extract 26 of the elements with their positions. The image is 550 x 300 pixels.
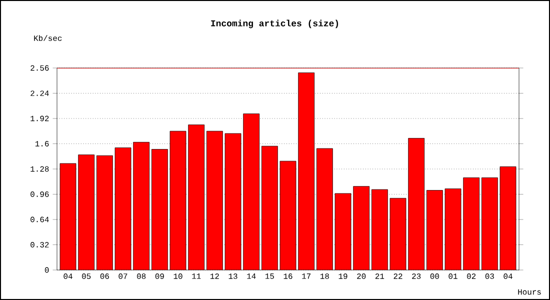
bar xyxy=(206,130,223,270)
bar xyxy=(78,154,94,270)
bar xyxy=(133,142,150,270)
bar xyxy=(188,124,205,270)
bar xyxy=(371,189,388,270)
bar xyxy=(481,177,498,270)
bar xyxy=(114,147,132,270)
bar xyxy=(224,133,242,270)
bar xyxy=(408,138,425,270)
bar xyxy=(60,163,76,270)
chart-title: Incoming articles (size) xyxy=(211,20,338,28)
bar xyxy=(334,193,352,270)
bar xyxy=(444,188,462,270)
bar xyxy=(463,177,480,270)
bar xyxy=(316,148,333,270)
bar xyxy=(298,72,315,270)
bar xyxy=(390,198,406,270)
bar xyxy=(426,190,443,270)
bar xyxy=(280,160,296,270)
bar xyxy=(353,186,370,270)
bar xyxy=(96,155,113,270)
bar xyxy=(261,146,278,270)
bar xyxy=(500,166,516,270)
bar xyxy=(170,130,186,270)
bar xyxy=(151,149,168,270)
bar xyxy=(243,114,260,270)
